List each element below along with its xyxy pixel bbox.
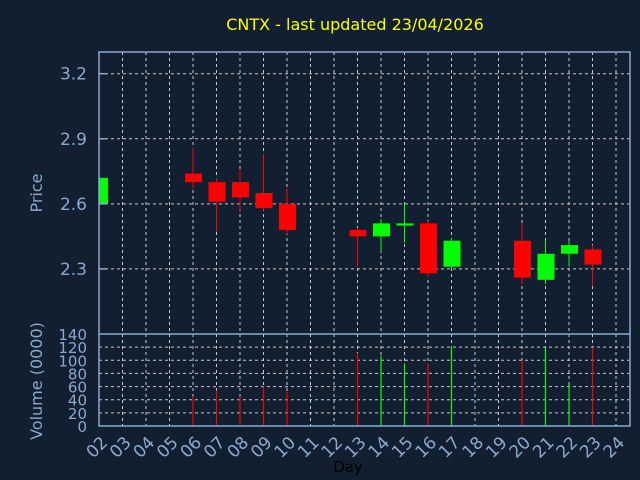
volume-tick-label: 140 bbox=[58, 326, 87, 344]
volume-tick-label: 80 bbox=[68, 365, 87, 383]
candle-body bbox=[373, 223, 390, 237]
candles bbox=[98, 147, 602, 287]
x-axis-label: Day bbox=[333, 458, 363, 476]
volume-tick-label: 100 bbox=[58, 352, 87, 370]
candle-body bbox=[255, 193, 273, 209]
axes bbox=[98, 51, 631, 427]
candle-body bbox=[420, 223, 437, 274]
tick-labels: 0203040506070809101112131415161718192021… bbox=[58, 65, 629, 463]
candle-body bbox=[584, 249, 602, 265]
candle-body bbox=[185, 173, 202, 183]
candle-body bbox=[279, 203, 296, 230]
candle-body bbox=[514, 240, 531, 278]
volume-bars bbox=[192, 345, 594, 426]
x-tick-label: 24 bbox=[600, 433, 629, 462]
candle-body bbox=[537, 253, 555, 280]
y-tick-label: 3.2 bbox=[60, 65, 87, 85]
y-axis-label: Price bbox=[27, 173, 46, 212]
candle-body bbox=[396, 223, 414, 226]
volume-axis-label: Volume (0000) bbox=[27, 322, 46, 440]
y-tick-label: 2.9 bbox=[60, 130, 87, 150]
plot-frame bbox=[98, 51, 631, 427]
candle-body bbox=[443, 240, 461, 267]
candle-body bbox=[349, 229, 367, 237]
chart-title: CNTX - last updated 23/04/2026 bbox=[226, 15, 484, 34]
candle-body bbox=[99, 177, 108, 204]
volume-tick-label: 120 bbox=[58, 339, 87, 357]
grid-lines bbox=[99, 52, 630, 426]
volume-tick-label: 0 bbox=[77, 418, 87, 436]
volume-tick-label: 20 bbox=[68, 405, 87, 423]
y-tick-label: 2.6 bbox=[60, 195, 87, 215]
volume-tick-label: 40 bbox=[68, 392, 87, 410]
volume-tick-label: 60 bbox=[68, 379, 87, 397]
y-tick-label: 2.3 bbox=[60, 260, 87, 280]
candle-body bbox=[208, 182, 226, 202]
candle-body bbox=[232, 182, 249, 198]
candle-body bbox=[561, 245, 578, 254]
